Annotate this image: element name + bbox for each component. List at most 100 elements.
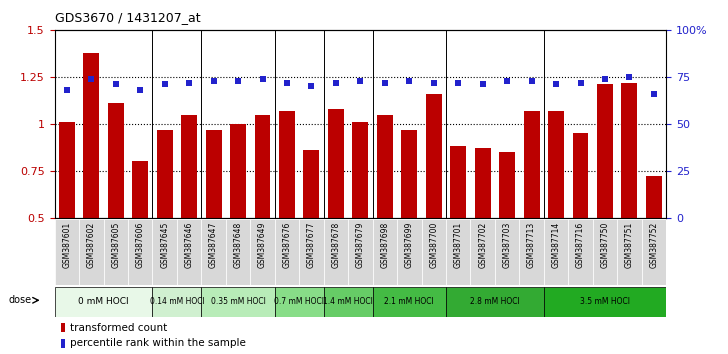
Bar xyxy=(230,124,246,218)
Text: GSM387713: GSM387713 xyxy=(527,222,536,268)
Bar xyxy=(495,219,519,285)
Bar xyxy=(397,219,422,285)
Point xyxy=(550,82,562,87)
Text: GSM387702: GSM387702 xyxy=(478,222,487,268)
Bar xyxy=(622,82,638,218)
Text: GSM387648: GSM387648 xyxy=(234,222,242,268)
Bar xyxy=(60,323,65,332)
Text: 2.8 mM HOCl: 2.8 mM HOCl xyxy=(470,297,520,306)
Bar xyxy=(108,103,124,218)
Bar xyxy=(593,219,617,285)
Point xyxy=(574,80,586,85)
Bar xyxy=(352,122,368,218)
Bar xyxy=(548,111,564,218)
Point xyxy=(306,84,317,89)
Text: GSM387701: GSM387701 xyxy=(454,222,463,268)
Text: transformed count: transformed count xyxy=(70,323,167,333)
Bar xyxy=(59,122,75,218)
Point xyxy=(624,74,636,80)
Point xyxy=(502,78,513,84)
Bar xyxy=(373,287,446,317)
Bar xyxy=(348,219,373,285)
Point xyxy=(355,78,366,84)
Bar xyxy=(523,111,539,218)
Bar xyxy=(83,53,99,218)
Point xyxy=(599,76,611,82)
Text: dose: dose xyxy=(8,295,31,305)
Text: GSM387646: GSM387646 xyxy=(185,222,194,268)
Bar xyxy=(250,219,274,285)
Bar xyxy=(422,219,446,285)
Point xyxy=(526,78,537,84)
Point xyxy=(330,80,341,85)
Text: GSM387703: GSM387703 xyxy=(502,222,512,268)
Text: GSM387602: GSM387602 xyxy=(87,222,96,268)
Point xyxy=(232,78,244,84)
Point xyxy=(110,82,122,87)
Point xyxy=(428,80,440,85)
Text: 0.35 mM HOCl: 0.35 mM HOCl xyxy=(210,297,266,306)
Text: GSM387700: GSM387700 xyxy=(430,222,438,268)
Bar xyxy=(202,219,226,285)
Text: GSM387752: GSM387752 xyxy=(649,222,658,268)
Text: GSM387606: GSM387606 xyxy=(135,222,145,268)
Text: 0.14 mM HOCl: 0.14 mM HOCl xyxy=(149,297,205,306)
Bar xyxy=(426,94,442,218)
Bar xyxy=(450,147,466,218)
Text: GDS3670 / 1431207_at: GDS3670 / 1431207_at xyxy=(55,11,200,24)
Bar xyxy=(470,219,495,285)
Bar xyxy=(544,287,666,317)
Point xyxy=(85,76,97,82)
Bar xyxy=(617,219,641,285)
Bar xyxy=(226,219,250,285)
Point xyxy=(648,91,660,97)
Bar xyxy=(641,219,666,285)
Text: GSM387676: GSM387676 xyxy=(282,222,291,268)
Text: 3.5 mM HOCl: 3.5 mM HOCl xyxy=(580,297,630,306)
Bar xyxy=(202,287,274,317)
Point xyxy=(61,87,73,93)
Bar xyxy=(475,148,491,218)
Bar xyxy=(103,219,128,285)
Point xyxy=(477,82,488,87)
Bar xyxy=(205,130,221,218)
Bar xyxy=(324,287,373,317)
Bar xyxy=(499,152,515,218)
Point xyxy=(183,80,195,85)
Bar xyxy=(569,219,593,285)
Point xyxy=(257,76,269,82)
Bar xyxy=(152,287,202,317)
Point xyxy=(379,80,391,85)
Text: GSM387647: GSM387647 xyxy=(209,222,218,268)
Bar xyxy=(299,219,324,285)
Bar xyxy=(544,219,569,285)
Bar xyxy=(55,219,79,285)
Bar xyxy=(55,287,152,317)
Text: GSM387678: GSM387678 xyxy=(331,222,341,268)
Point xyxy=(452,80,464,85)
Bar xyxy=(646,176,662,218)
Bar xyxy=(519,219,544,285)
Bar xyxy=(157,130,173,218)
Bar xyxy=(572,133,588,218)
Text: 0 mM HOCl: 0 mM HOCl xyxy=(78,297,129,306)
Text: GSM387699: GSM387699 xyxy=(405,222,414,268)
Bar xyxy=(324,219,348,285)
Bar xyxy=(446,219,470,285)
Text: GSM387716: GSM387716 xyxy=(576,222,585,268)
Text: GSM387698: GSM387698 xyxy=(380,222,389,268)
Bar xyxy=(60,339,65,348)
Point xyxy=(159,82,170,87)
Text: GSM387679: GSM387679 xyxy=(356,222,365,268)
Text: 2.1 mM HOCl: 2.1 mM HOCl xyxy=(384,297,434,306)
Text: GSM387714: GSM387714 xyxy=(552,222,561,268)
Text: 1.4 mM HOCl: 1.4 mM HOCl xyxy=(323,297,373,306)
Bar xyxy=(181,114,197,218)
Point xyxy=(207,78,219,84)
Point xyxy=(403,78,415,84)
Text: GSM387751: GSM387751 xyxy=(625,222,634,268)
Text: GSM387750: GSM387750 xyxy=(601,222,609,268)
Text: GSM387645: GSM387645 xyxy=(160,222,169,268)
Bar xyxy=(255,114,271,218)
Bar xyxy=(79,219,103,285)
